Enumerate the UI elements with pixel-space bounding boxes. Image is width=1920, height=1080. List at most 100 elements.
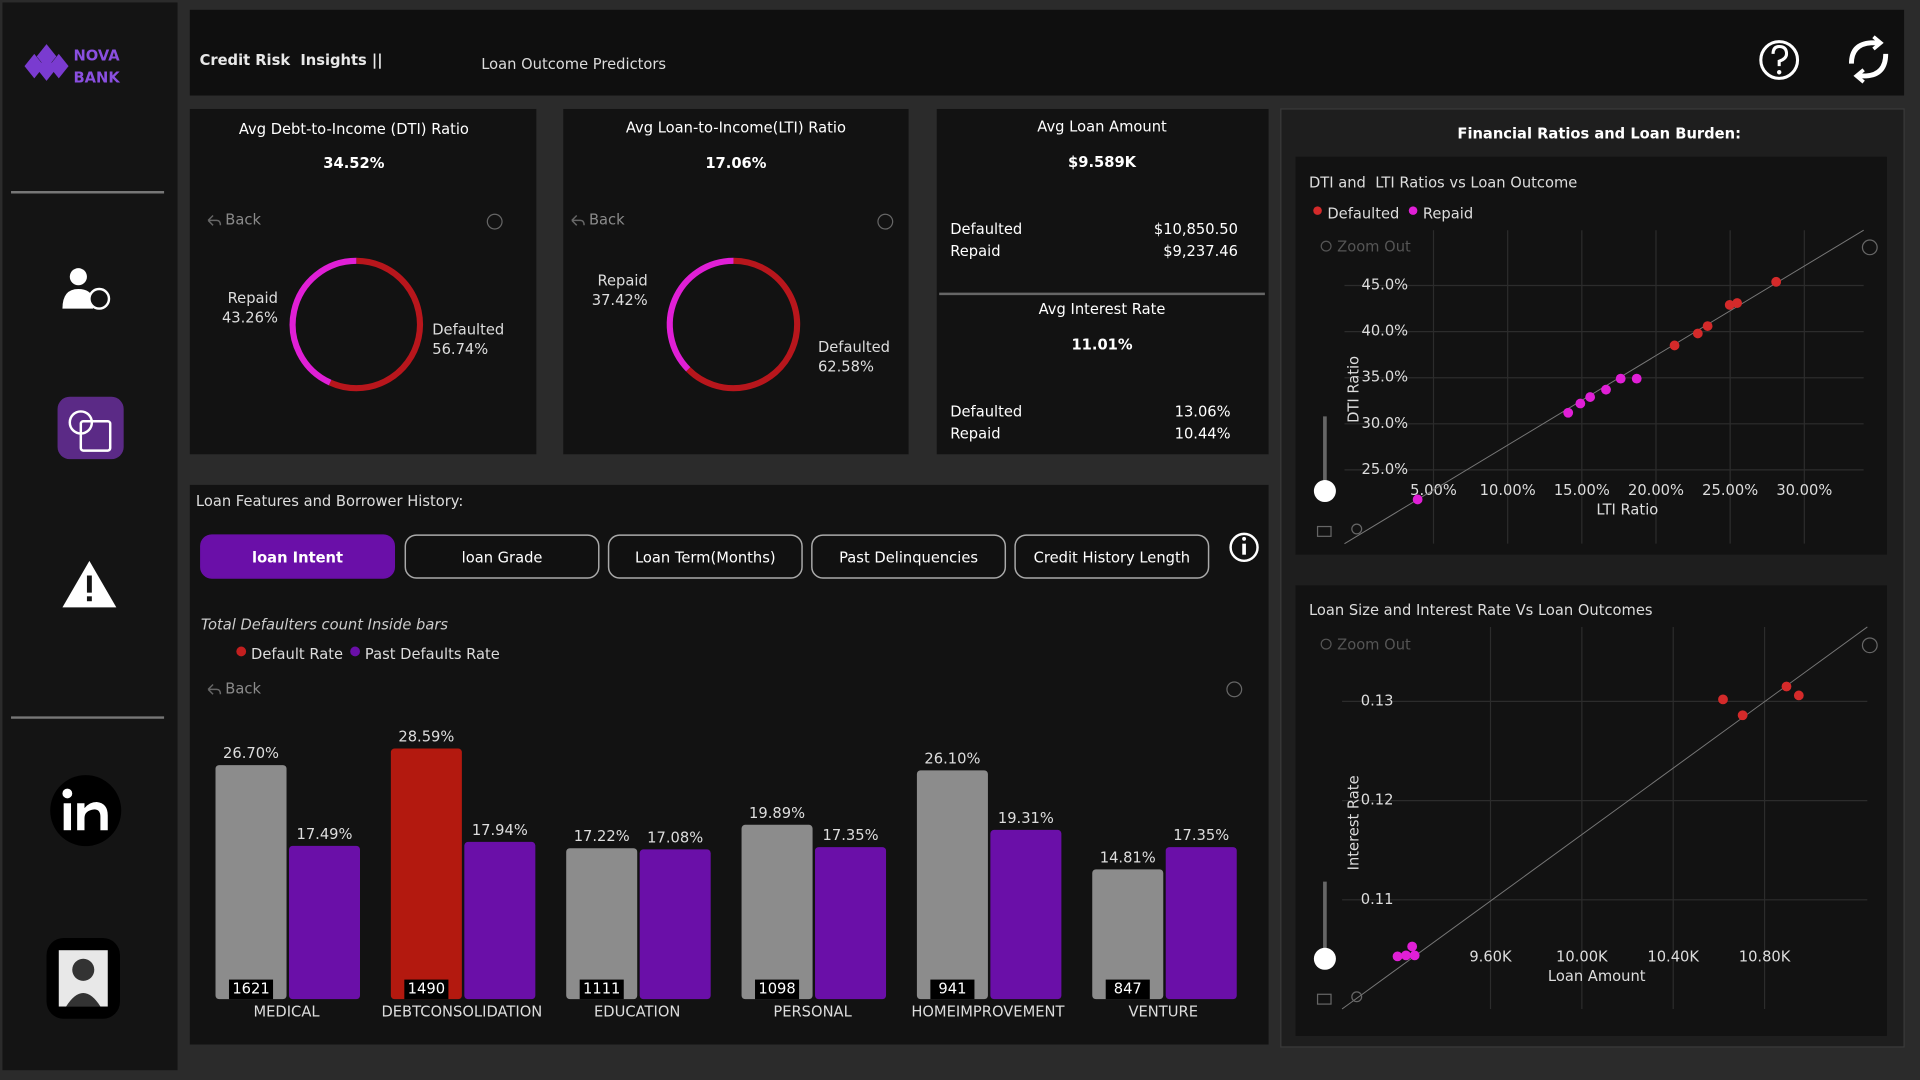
bar-value-label: 19.31% [998,810,1054,827]
back-button[interactable]: Back [225,211,261,228]
dti-card [189,108,537,455]
toolbar-icon[interactable] [1316,993,1332,1005]
tab-button[interactable] [1014,534,1210,579]
row-value: $9,237.46 [1163,243,1238,260]
scatter-point [1781,681,1792,692]
tab-button[interactable] [811,534,1007,579]
y-tick-label: 0.11 [1361,891,1394,908]
bar [464,841,536,1000]
zoom-slider-handle[interactable] [1313,947,1336,970]
bar-value-label: 17.35% [1173,827,1229,844]
slice-name: Repaid [597,273,647,290]
kpi-title: Avg Interest Rate [1039,301,1166,318]
legend-label[interactable]: Repaid [1423,205,1473,222]
tab-button[interactable] [404,534,600,579]
chart-title: DTI and LTI Ratios vs Loan Outcome [1309,175,1577,192]
help-button[interactable] [1759,40,1800,80]
help-icon[interactable] [486,213,503,230]
zoom-out-button[interactable]: Zoom Out [1337,636,1411,653]
y-axis-label: Interest Rate [1345,775,1362,870]
scatter-point [1692,328,1703,339]
scatter-point [1401,950,1411,961]
bar [916,770,988,1000]
kpi-value: 17.06% [705,155,766,172]
loan-amount-card [936,108,1269,455]
info-button[interactable] [1229,532,1259,563]
scatter-point [1737,710,1748,721]
tab-button[interactable] [200,534,396,579]
donut-slice [289,257,357,386]
logo-text: BANK [73,69,120,86]
back-button[interactable]: Back [225,680,261,697]
back-icon[interactable] [571,214,585,226]
bar-value-label: 17.22% [574,828,630,845]
nav-borrower-icon[interactable] [62,268,111,310]
scatter-point [1771,276,1782,287]
count-badge [1105,979,1150,1000]
count-badge [228,979,274,1000]
toolbar-icon[interactable] [1351,523,1363,535]
x-tick-label: 10.40K [1647,949,1699,966]
x-tick-label: 25.00% [1702,482,1758,499]
panel-title: Loan Features and Borrower History: [196,493,463,510]
slice-label: 37.42% [592,292,648,309]
row-label: Defaulted [950,221,1022,238]
help-icon[interactable] [877,213,894,230]
linkedin-link[interactable] [50,775,122,847]
scatter-point [1407,941,1418,952]
count-label: 1621 [232,980,269,997]
bar [215,765,287,1000]
scatter-point [1669,340,1680,351]
tab-label[interactable]: loan Grade [462,549,543,566]
bar-value-label: 17.94% [472,822,528,839]
scatter-point [1575,398,1586,409]
legend-marker [350,646,360,657]
scatter-point [1615,373,1626,384]
bar [390,748,462,1000]
zoom-icon[interactable] [1320,240,1332,252]
x-tick-label: 20.00% [1628,482,1684,499]
nav-risk-icon[interactable] [62,560,117,608]
tab-label[interactable]: Loan Term(Months) [635,549,776,566]
help-icon[interactable] [1861,239,1878,256]
toolbar-icon[interactable] [1351,991,1363,1003]
help-icon[interactable] [1861,637,1878,654]
chart-title: Loan Size and Interest Rate Vs Loan Outc… [1309,602,1653,619]
legend-marker [1408,206,1418,215]
help-icon[interactable] [1226,681,1243,698]
refresh-button[interactable] [1848,35,1889,84]
zoom-icon[interactable] [1320,638,1332,650]
y-tick-label: 45.0% [1361,277,1408,294]
tab-label[interactable]: Credit History Length [1034,549,1190,566]
tab-button[interactable] [607,534,803,579]
tab-label[interactable]: Past Delinquencies [839,549,978,566]
bar-value-label: 19.89% [749,805,805,822]
count-label: 1111 [583,980,620,997]
back-icon[interactable] [207,683,222,695]
legend-label[interactable]: Past Defaults Rate [365,646,500,663]
category-label: HOMEIMPROVEMENT [911,1004,1065,1021]
category-label: PERSONAL [773,1004,852,1021]
bar [990,829,1062,1000]
scatter-point [1563,407,1574,418]
bar [741,824,813,1000]
category-label: MEDICAL [253,1004,320,1021]
zoom-slider-handle[interactable] [1313,480,1336,503]
kpi-value: $9.589K [1068,154,1137,171]
back-button[interactable]: Back [589,211,625,228]
row-value: $10,850.50 [1154,221,1238,238]
legend-marker [1313,206,1322,215]
profile-avatar[interactable] [46,937,121,1019]
tab-label[interactable]: loan Intent [252,549,343,566]
sidebar [2,2,178,1071]
zoom-out-button[interactable]: Zoom Out [1337,238,1411,255]
toolbar-icon[interactable] [1316,525,1332,537]
bar [1092,869,1164,1000]
kpi-value: 34.52% [323,155,384,172]
legend-label[interactable]: Default Rate [251,646,343,663]
donut-slice [666,257,734,372]
back-icon[interactable] [207,214,222,226]
row-label: Repaid [950,243,1000,260]
legend-label[interactable]: Defaulted [1327,205,1399,222]
